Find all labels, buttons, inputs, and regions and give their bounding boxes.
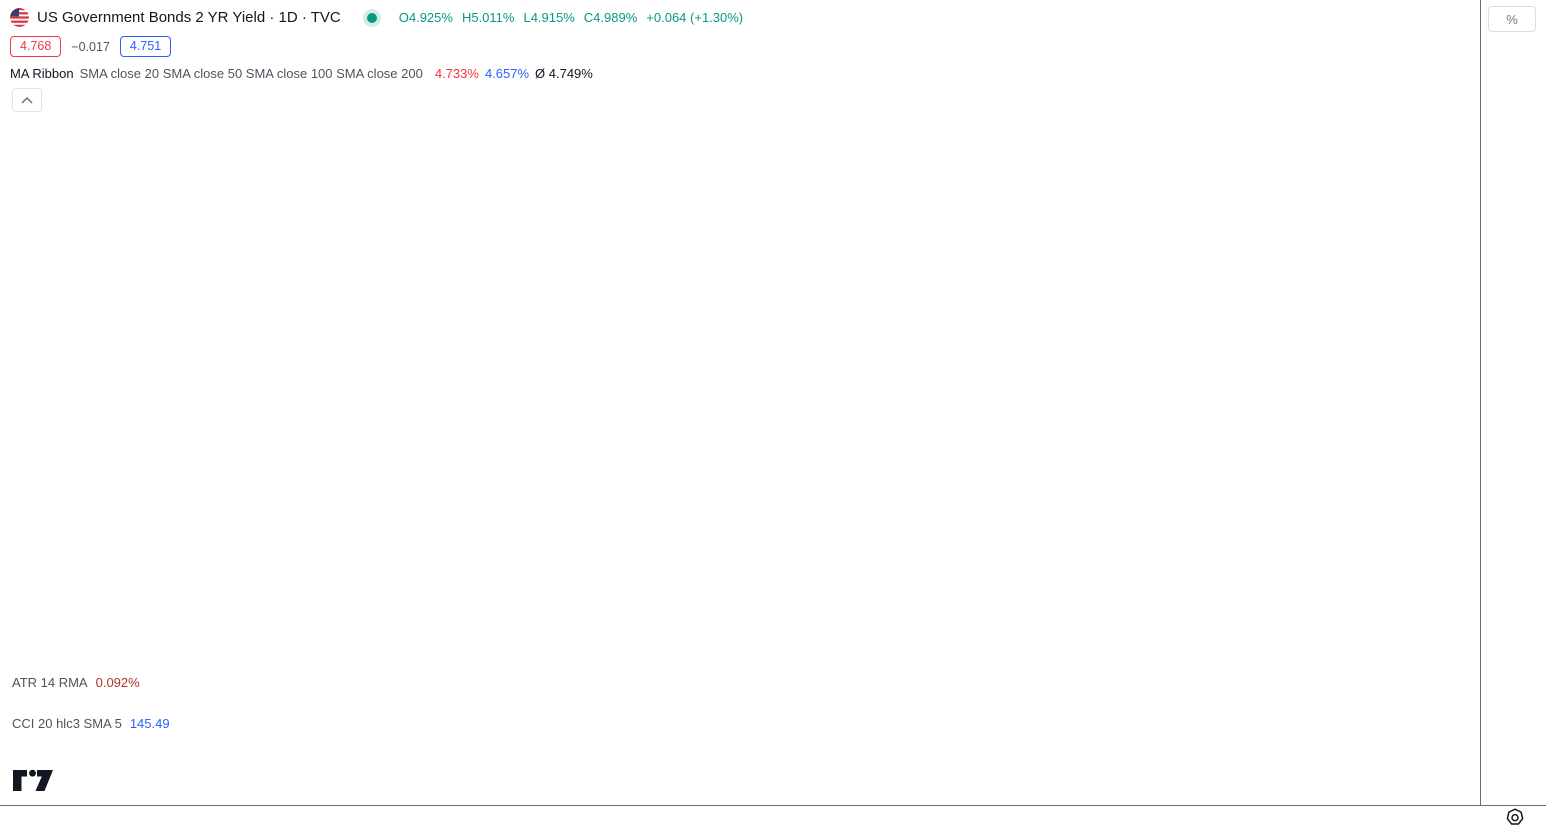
cci-value: 145.49 <box>129 716 170 731</box>
market-status-dot[interactable] <box>366 12 377 23</box>
symbol-legend[interactable]: US Government Bonds 2 YR Yield · 1D · TV… <box>10 8 743 27</box>
time-axis[interactable] <box>0 805 1546 832</box>
ma-sma20-value: 4.733% <box>434 66 479 81</box>
ma-sma50-value: 4.657% <box>484 66 530 81</box>
low-value: L4.915% <box>523 10 575 25</box>
high-value: H5.011% <box>461 10 515 25</box>
atr-label[interactable]: ATR 14 RMA <box>12 675 88 690</box>
cci-pane-legend[interactable]: CCI 20 hlc3 SMA 5 145.49 <box>12 716 170 731</box>
bid-ask-row: 4.768 −0.017 4.751 <box>10 36 172 57</box>
axis-settings-gear-icon[interactable] <box>1499 806 1531 830</box>
spread-value: −0.017 <box>71 39 110 54</box>
cci-label[interactable]: CCI 20 hlc3 SMA 5 <box>12 716 122 731</box>
price-axis[interactable] <box>1480 0 1546 805</box>
ma-average-value: Ø 4.749% <box>535 66 593 81</box>
chevron-up-icon <box>21 96 33 104</box>
atr-value: 0.092% <box>95 675 140 690</box>
close-value: C4.989% <box>583 10 638 25</box>
atr-pane-legend[interactable]: ATR 14 RMA 0.092% <box>12 675 140 690</box>
open-value: O4.925% <box>398 10 453 25</box>
bid-price-chip: 4.768 <box>10 36 62 57</box>
ask-price-chip: 4.751 <box>119 36 172 57</box>
change-value: +0.064 (+1.30%) <box>646 10 744 25</box>
collapse-legend-button[interactable] <box>12 88 42 112</box>
percent-scale-button[interactable]: % <box>1488 6 1536 32</box>
ma-ribbon-title[interactable]: MA Ribbon <box>10 66 74 81</box>
ma-ribbon-legend[interactable]: MA Ribbon SMA close 20 SMA close 50 SMA … <box>10 66 593 81</box>
symbol-title[interactable]: US Government Bonds 2 YR Yield · 1D · TV… <box>37 9 341 26</box>
ohlc-values: O4.925% H5.011% L4.915% C4.989% +0.064 (… <box>399 10 743 25</box>
ma-ribbon-params: SMA close 20 SMA close 50 SMA close 100 … <box>79 66 423 81</box>
us-flag-icon <box>10 8 29 27</box>
tradingview-logo[interactable] <box>12 765 54 797</box>
